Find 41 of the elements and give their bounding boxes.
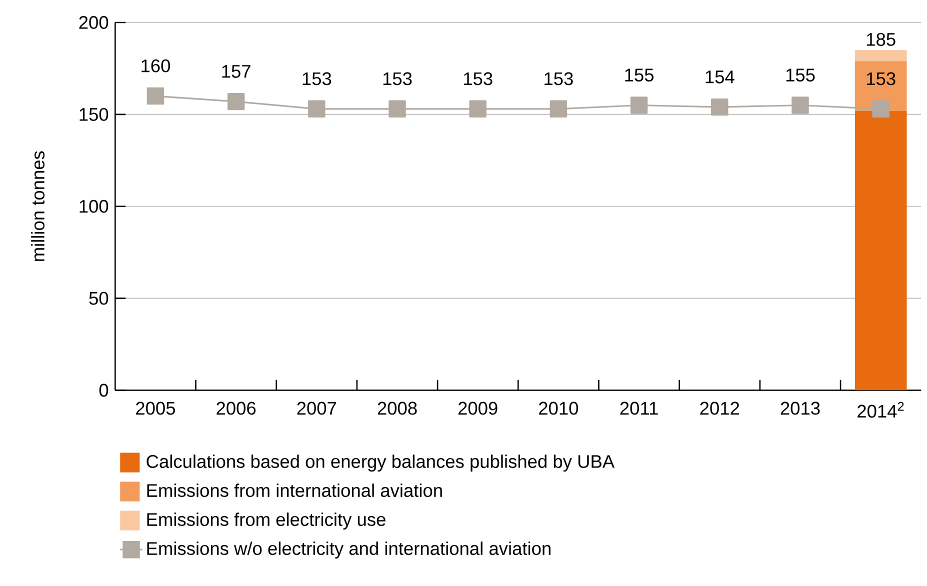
legend-label: Emissions from international aviation [147, 484, 442, 498]
point [550, 100, 568, 118]
data-label: 154 [706, 70, 734, 84]
point [792, 96, 809, 114]
x-tick-label: 2007 [297, 402, 336, 415]
y-tick-label: 0 [99, 384, 108, 397]
point [872, 100, 890, 118]
data-label: 160 [142, 59, 170, 72]
x-tick-label: 2014$^{2}$ [858, 402, 904, 418]
x-tick-label: 2009 [458, 402, 498, 415]
data-label: 155 [625, 68, 654, 82]
y-tick-label: 50 [89, 292, 108, 305]
data-label: 155 [786, 68, 815, 82]
data-label: 153 [866, 72, 896, 86]
total-label: 185 [866, 33, 896, 46]
point [469, 100, 486, 118]
data-label: 153 [302, 72, 332, 86]
legend-label: Emissions from electricity use [147, 512, 386, 530]
point [146, 87, 164, 105]
y-tick-label: 100 [80, 200, 108, 213]
x-tick-label: 2008 [378, 402, 417, 415]
data-label: 153 [464, 72, 492, 86]
x-tick-label: 2012 [700, 402, 740, 415]
legend-label: Calculations based on energy balances published by UBA [146, 454, 615, 472]
point [388, 100, 406, 118]
x-tick-label: 2013 [780, 402, 820, 415]
point [711, 98, 728, 116]
y-tick-label: 200 [79, 16, 108, 30]
x-tick-label: 2011 [620, 402, 658, 415]
x-tick-label: 2010 [539, 402, 578, 415]
point [227, 93, 245, 110]
data-label: 157 [222, 65, 250, 78]
point [308, 100, 326, 118]
y-axis-title: million tonnes [31, 151, 45, 262]
x-tick-label: 2006 [216, 402, 256, 415]
y-tick-label: 150 [80, 108, 108, 121]
point [630, 96, 648, 114]
x-tick-label: 2005 [136, 402, 176, 415]
data-label: 153 [383, 72, 412, 86]
data-label: 153 [544, 72, 573, 86]
legend-label: Emissions w/o electricity and international aviation [147, 542, 550, 559]
